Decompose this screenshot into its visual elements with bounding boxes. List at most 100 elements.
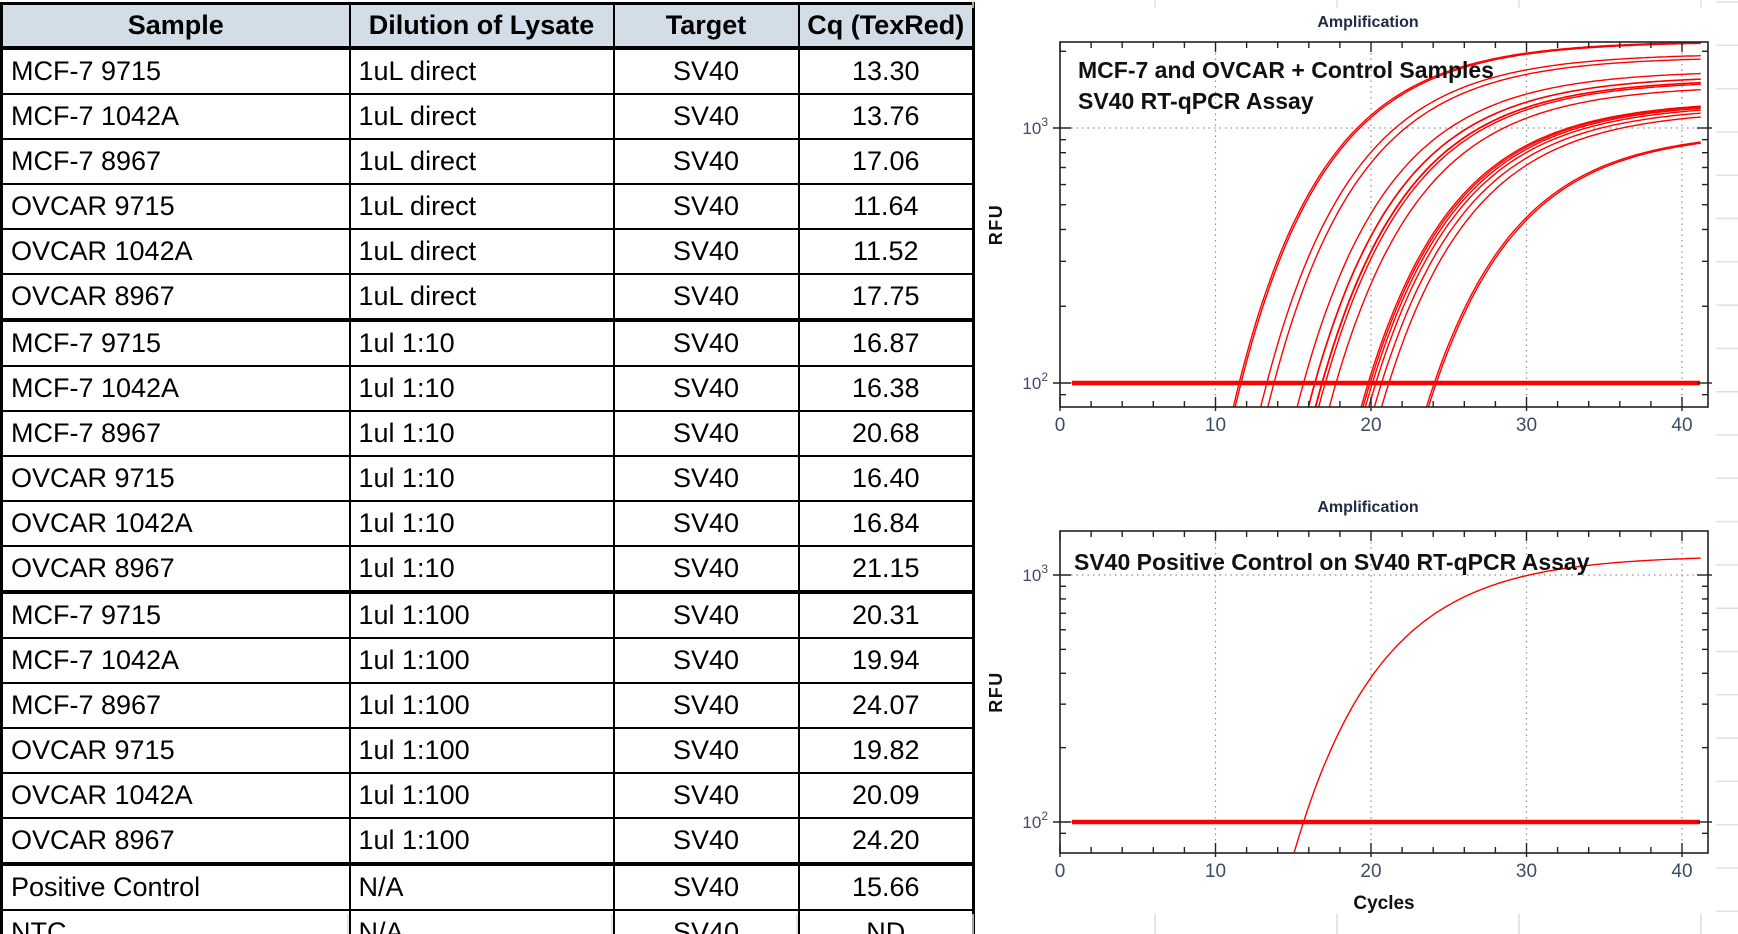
cell-cq[interactable]: 20.68	[797, 410, 974, 456]
cell-sample[interactable]: MCF-7 8967	[0, 410, 350, 456]
amplification-curve	[1293, 557, 1701, 853]
cell-target[interactable]: SV40	[612, 909, 799, 934]
cell-sample[interactable]: MCF-7 9715	[0, 319, 350, 366]
annotation-line: MCF-7 and OVCAR + Control Samples	[1078, 57, 1494, 83]
cell-sample[interactable]: OVCAR 1042A	[0, 228, 350, 274]
cell-dilution[interactable]: 1ul 1:100	[348, 637, 614, 683]
cell-dilution[interactable]: 1ul 1:10	[348, 410, 614, 456]
cell-cq[interactable]: 19.94	[797, 637, 974, 683]
cell-target[interactable]: SV40	[612, 727, 799, 773]
cell-cq[interactable]: 15.66	[797, 863, 974, 910]
cell-dilution[interactable]: 1ul 1:100	[348, 727, 614, 773]
cell-dilution[interactable]: 1ul 1:10	[348, 545, 614, 594]
table-row: OVCAR 8967 1ul 1:10 SV40 21.15	[0, 545, 974, 594]
cell-sample[interactable]: OVCAR 1042A	[0, 772, 350, 818]
rfu-axis-label: RFU	[986, 671, 1006, 713]
cell-cq[interactable]: 24.07	[797, 682, 974, 728]
column-header-target[interactable]: Target	[612, 3, 799, 50]
cell-cq[interactable]: 11.52	[797, 228, 974, 274]
cell-target[interactable]: SV40	[612, 93, 799, 139]
amplification-chart-samples[interactable]: Amplification 0 10 20 30 40 102 103 RFU MCF-7 and…	[986, 14, 1712, 616]
cell-dilution[interactable]: 1uL direct	[348, 228, 614, 274]
x-tick-label: 20	[1360, 415, 1381, 436]
cell-target[interactable]: SV40	[612, 410, 799, 456]
cell-sample[interactable]: MCF-7 8967	[0, 682, 350, 728]
cell-target[interactable]: SV40	[612, 455, 799, 501]
cell-target[interactable]: SV40	[612, 817, 799, 866]
cell-dilution[interactable]: 1ul 1:100	[348, 772, 614, 818]
cell-sample[interactable]: MCF-7 9715	[0, 47, 350, 94]
y-tick-label: 102	[1022, 809, 1048, 832]
cell-dilution[interactable]: 1uL direct	[348, 93, 614, 139]
cell-cq[interactable]: 21.15	[797, 545, 974, 594]
cell-dilution[interactable]: 1uL direct	[348, 273, 614, 322]
cell-dilution[interactable]: 1ul 1:10	[348, 500, 614, 546]
plot-border	[1059, 530, 1709, 854]
cell-cq[interactable]: 11.64	[797, 183, 974, 229]
cell-cq[interactable]: 16.38	[797, 365, 974, 411]
cell-cq[interactable]: 16.84	[797, 500, 974, 546]
cell-dilution[interactable]: 1ul 1:10	[348, 455, 614, 501]
cell-sample[interactable]: OVCAR 8967	[0, 273, 350, 322]
cell-sample[interactable]: MCF-7 8967	[0, 138, 350, 184]
cell-target[interactable]: SV40	[612, 591, 799, 638]
cell-sample[interactable]: OVCAR 8967	[0, 545, 350, 594]
cell-target[interactable]: SV40	[612, 365, 799, 411]
cell-dilution[interactable]: 1ul 1:10	[348, 365, 614, 411]
amplification-curve	[1232, 42, 1701, 407]
cell-target[interactable]: SV40	[612, 500, 799, 546]
cell-sample[interactable]: MCF-7 1042A	[0, 365, 350, 411]
cell-target[interactable]: SV40	[612, 228, 799, 274]
cell-cq[interactable]: 16.40	[797, 455, 974, 501]
cell-dilution[interactable]: 1uL direct	[348, 138, 614, 184]
amplification-curve	[1296, 72, 1701, 407]
cell-cq[interactable]: ND	[797, 909, 974, 934]
cell-sample[interactable]: MCF-7 1042A	[0, 637, 350, 683]
cell-target[interactable]: SV40	[612, 47, 799, 94]
cell-sample[interactable]: OVCAR 1042A	[0, 500, 350, 546]
cell-target[interactable]: SV40	[612, 682, 799, 728]
column-header-dilution[interactable]: Dilution of Lysate	[348, 3, 614, 50]
cell-target[interactable]: SV40	[612, 183, 799, 229]
cell-dilution[interactable]: 1uL direct	[348, 183, 614, 229]
cell-dilution[interactable]: 1ul 1:100	[348, 817, 614, 866]
cell-target[interactable]: SV40	[612, 863, 799, 910]
cell-cq[interactable]: 16.87	[797, 319, 974, 366]
cell-target[interactable]: SV40	[612, 273, 799, 322]
x-tick-label: 30	[1516, 861, 1537, 882]
cell-cq[interactable]: 17.06	[797, 138, 974, 184]
x-tick-label: 10	[1205, 415, 1226, 436]
cell-target[interactable]: SV40	[612, 138, 799, 184]
cell-cq[interactable]: 24.20	[797, 817, 974, 866]
cell-sample[interactable]: OVCAR 8967	[0, 817, 350, 866]
table-row: MCF-7 1042A 1uL direct SV40 13.76	[0, 93, 974, 139]
cell-sample[interactable]: OVCAR 9715	[0, 727, 350, 773]
cell-dilution[interactable]: N/A	[348, 863, 614, 910]
cell-dilution[interactable]: N/A	[348, 909, 614, 934]
cell-sample[interactable]: MCF-7 1042A	[0, 93, 350, 139]
cell-target[interactable]: SV40	[612, 319, 799, 366]
cell-cq[interactable]: 13.30	[797, 47, 974, 94]
cell-sample[interactable]: OVCAR 9715	[0, 183, 350, 229]
cell-cq[interactable]: 13.76	[797, 93, 974, 139]
column-header-sample[interactable]: Sample	[0, 3, 350, 50]
cell-sample[interactable]: MCF-7 9715	[0, 591, 350, 638]
cell-dilution[interactable]: 1ul 1:10	[348, 319, 614, 366]
amplification-chart-positive-control[interactable]: Amplification 0 10 20 30 40 102 103 RFU SV40 Posi…	[986, 499, 1712, 934]
cell-dilution[interactable]: 1ul 1:100	[348, 591, 614, 638]
amplification-curve	[1427, 142, 1701, 407]
cell-dilution[interactable]: 1ul 1:100	[348, 682, 614, 728]
cell-target[interactable]: SV40	[612, 637, 799, 683]
cell-target[interactable]: SV40	[612, 545, 799, 594]
cell-sample[interactable]: Positive Control	[0, 863, 350, 910]
cell-cq[interactable]: 20.31	[797, 591, 974, 638]
cell-dilution[interactable]: 1uL direct	[348, 47, 614, 94]
column-header-cq[interactable]: Cq (TexRed)	[797, 3, 974, 50]
cell-cq[interactable]: 19.82	[797, 727, 974, 773]
cell-target[interactable]: SV40	[612, 772, 799, 818]
cell-sample[interactable]: NTC	[0, 909, 350, 934]
cell-cq[interactable]: 20.09	[797, 772, 974, 818]
amplification-curve	[1307, 78, 1701, 407]
cell-sample[interactable]: OVCAR 9715	[0, 455, 350, 501]
cell-cq[interactable]: 17.75	[797, 273, 974, 322]
